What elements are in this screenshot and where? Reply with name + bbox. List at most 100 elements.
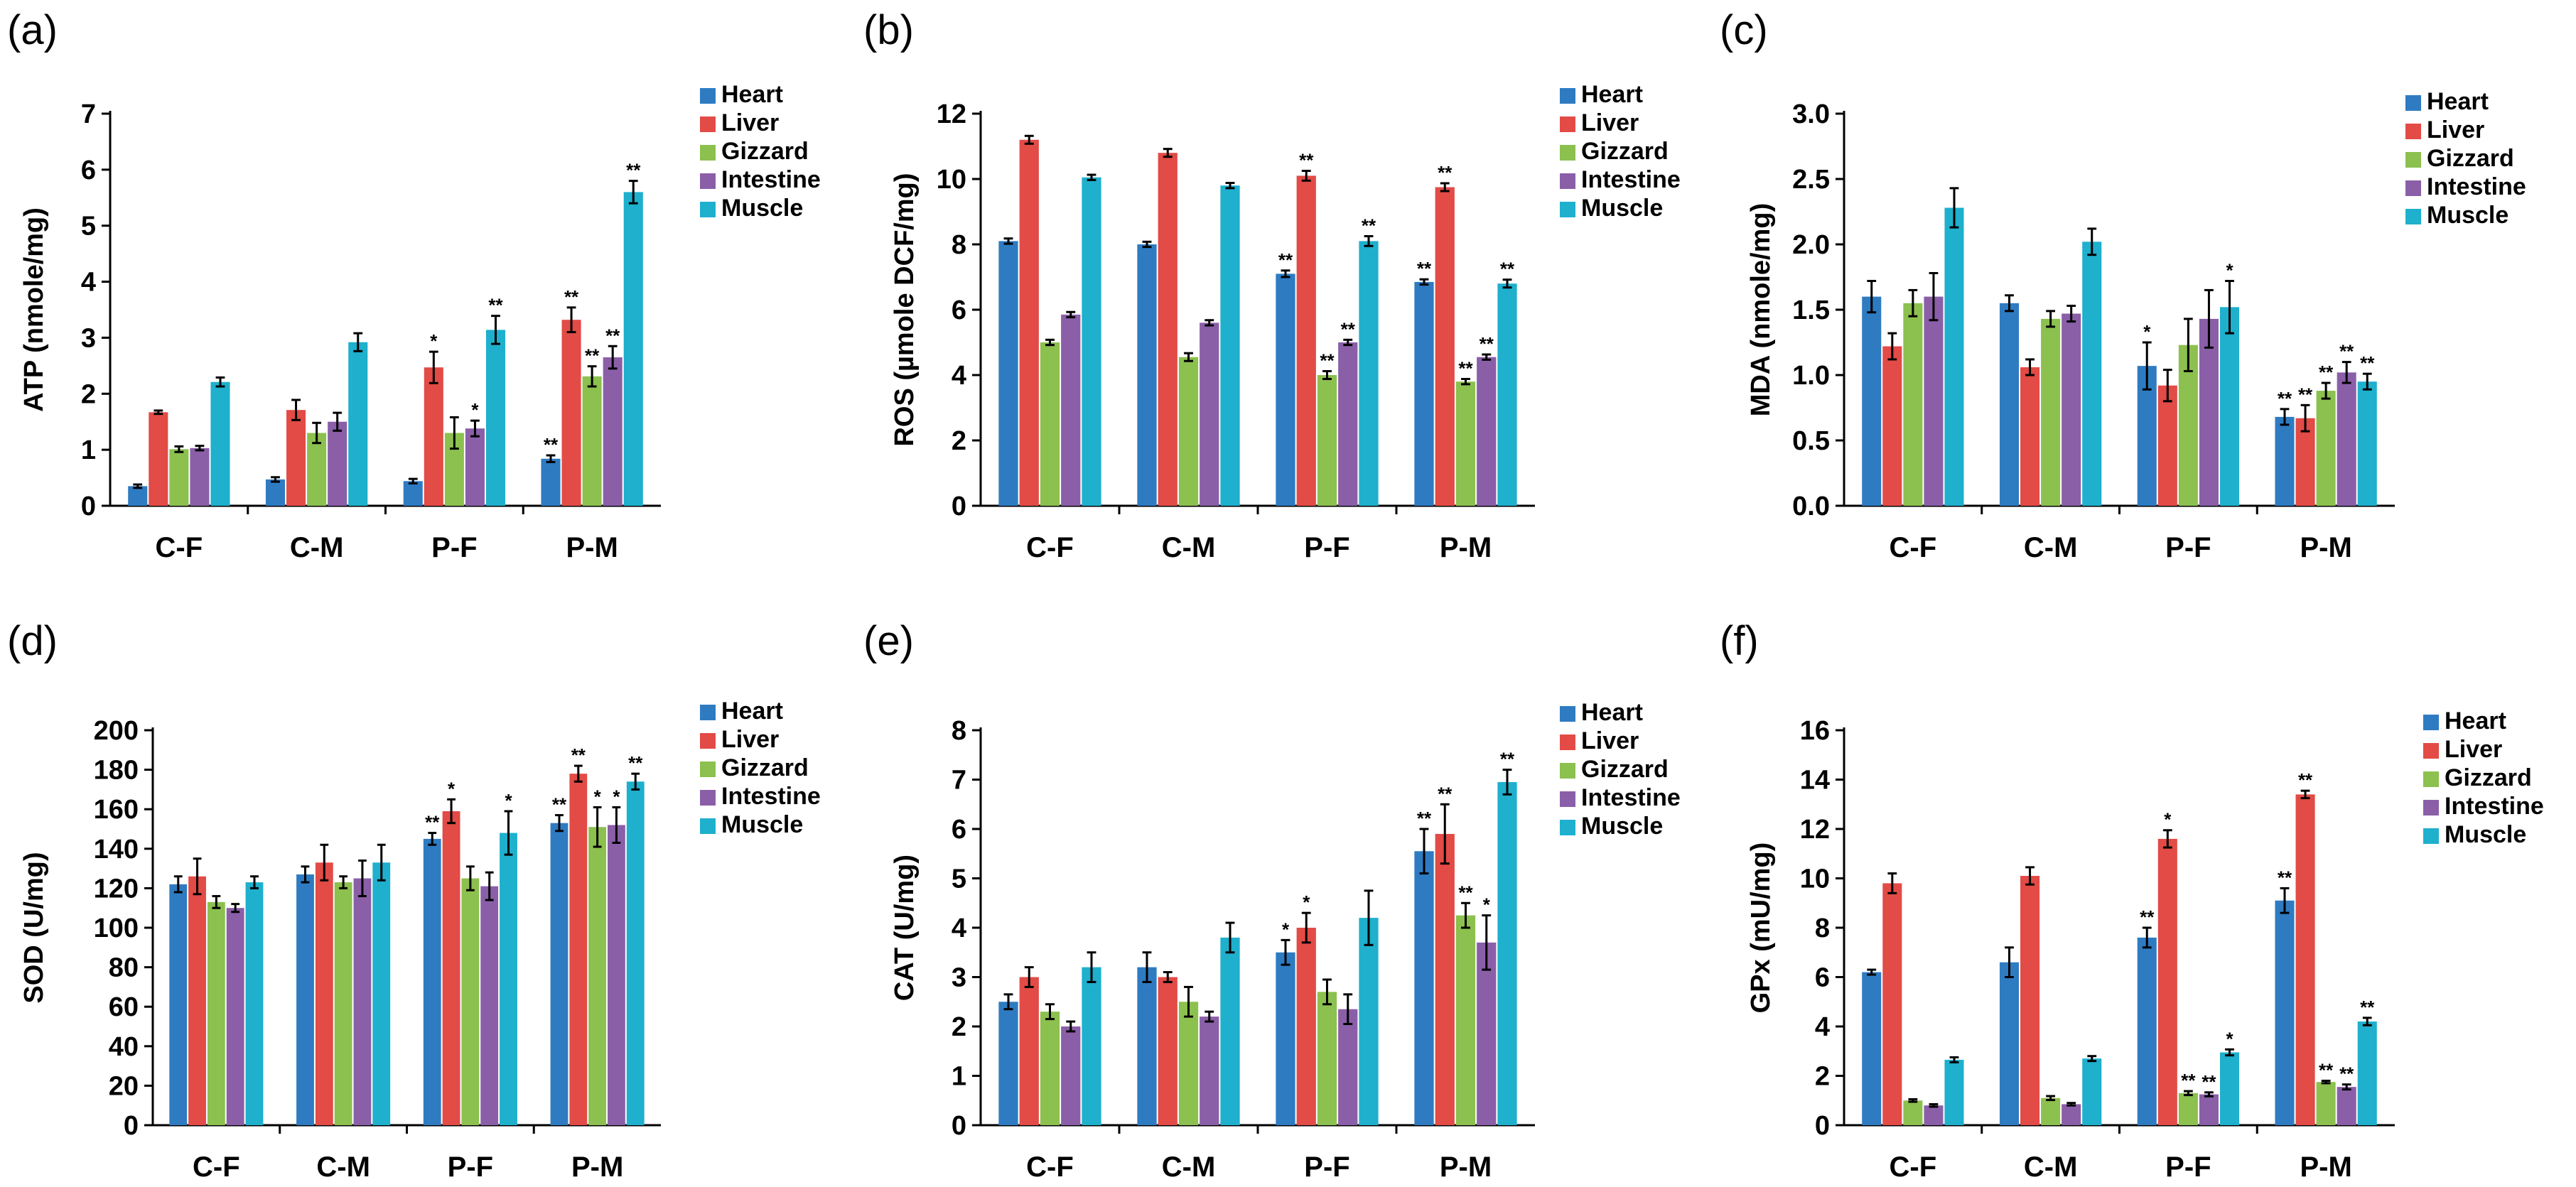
bar-heart bbox=[1414, 281, 1434, 506]
legend-swatch bbox=[2405, 209, 2421, 224]
y-tick-label: 16 bbox=[1800, 716, 1830, 746]
bar-gizzard bbox=[588, 827, 607, 1125]
bar-muscle bbox=[2082, 242, 2102, 506]
bar-intestine bbox=[1200, 1017, 1219, 1125]
y-tick-label: 6 bbox=[952, 296, 966, 325]
significance-label: ** bbox=[1417, 808, 1432, 829]
bar-liver bbox=[1019, 139, 1039, 506]
x-category-label: C-F bbox=[193, 1151, 240, 1183]
significance-label: ** bbox=[488, 295, 503, 316]
bar-liver bbox=[1296, 175, 1316, 506]
legend-swatch bbox=[700, 705, 716, 720]
y-tick-label: 1.0 bbox=[1792, 361, 1830, 391]
bar-intestine bbox=[353, 878, 372, 1125]
significance-label: ** bbox=[1341, 318, 1356, 340]
bar-heart bbox=[2275, 900, 2295, 1125]
x-category-label: P-M bbox=[571, 1151, 623, 1183]
y-tick-label: 40 bbox=[109, 1032, 139, 1062]
significance-label: ** bbox=[1458, 882, 1473, 903]
y-tick-label: 4 bbox=[1815, 1012, 1830, 1042]
bar-heart bbox=[1862, 972, 1882, 1125]
legend-swatch bbox=[700, 173, 716, 189]
legend-label: Muscle bbox=[2445, 821, 2526, 848]
x-category-label: P-F bbox=[2165, 1151, 2211, 1183]
legend-label: Heart bbox=[2427, 88, 2489, 115]
significance-label: ** bbox=[1458, 358, 1473, 379]
bar-intestine bbox=[1924, 1105, 1944, 1125]
legend-label: Heart bbox=[1581, 699, 1643, 726]
significance-label: ** bbox=[2298, 769, 2313, 791]
bar-intestine bbox=[608, 825, 625, 1125]
y-tick-label: 8 bbox=[952, 230, 966, 260]
legend-swatch bbox=[1560, 735, 1575, 750]
bar-heart bbox=[1862, 296, 1882, 506]
bar-gizzard bbox=[334, 882, 352, 1125]
significance-label: * bbox=[1303, 891, 1310, 913]
legend-swatch bbox=[1560, 116, 1575, 132]
legend-swatch bbox=[2423, 743, 2439, 759]
y-axis-label: MDA (nmole/mg) bbox=[1746, 203, 1776, 416]
y-tick-label: 60 bbox=[109, 992, 139, 1022]
x-category-label: P-F bbox=[448, 1151, 493, 1183]
legend-label: Muscle bbox=[1581, 195, 1663, 222]
bar-liver bbox=[442, 811, 460, 1125]
y-tick-label: 3 bbox=[81, 323, 96, 353]
y-tick-label: 1 bbox=[81, 435, 96, 465]
y-tick-label: 0.0 bbox=[1792, 492, 1830, 521]
y-tick-label: 7 bbox=[952, 766, 966, 796]
y-tick-label: 2.5 bbox=[1792, 165, 1830, 195]
bar-muscle bbox=[245, 882, 264, 1125]
y-tick-label: 5 bbox=[952, 864, 966, 894]
bar-intestine bbox=[1200, 323, 1219, 506]
bar-intestine bbox=[1061, 1026, 1081, 1125]
y-tick-label: 14 bbox=[1800, 766, 1830, 796]
x-category-label: C-F bbox=[1026, 532, 1074, 563]
x-category-label: C-F bbox=[1026, 1151, 1074, 1183]
y-axis-label: GPx (mU/mg) bbox=[1746, 842, 1776, 1014]
bar-heart bbox=[1999, 303, 2020, 506]
bar-intestine bbox=[2199, 318, 2219, 506]
bar-heart bbox=[998, 1002, 1018, 1125]
y-tick-label: 8 bbox=[952, 716, 966, 746]
bar-intestine bbox=[480, 886, 499, 1125]
y-tick-label: 2.0 bbox=[1792, 230, 1830, 260]
significance-label: * bbox=[2226, 1028, 2233, 1049]
y-tick-label: 200 bbox=[94, 716, 139, 746]
legend-swatch bbox=[2405, 95, 2421, 111]
legend-label: Muscle bbox=[1581, 813, 1663, 840]
bar-heart bbox=[1414, 851, 1434, 1125]
bar-liver bbox=[2295, 794, 2315, 1125]
x-category-label: P-M bbox=[2300, 532, 2351, 563]
legend-swatch bbox=[2423, 715, 2439, 730]
legend-label: Gizzard bbox=[721, 754, 809, 781]
significance-label: * bbox=[2143, 321, 2151, 342]
significance-label: ** bbox=[1438, 162, 1453, 183]
bar-heart bbox=[169, 884, 188, 1125]
legend-label: Gizzard bbox=[721, 138, 809, 165]
bar-intestine bbox=[465, 428, 485, 506]
bar-liver bbox=[1435, 187, 1455, 506]
legend-label: Heart bbox=[2445, 708, 2506, 735]
panel-label: (c) bbox=[1720, 7, 1768, 53]
y-axis-label: ROS (µmole DCF/mg) bbox=[890, 173, 920, 446]
legend-label: Intestine bbox=[1581, 166, 1681, 193]
bar-gizzard bbox=[207, 901, 225, 1125]
significance-label: * bbox=[448, 778, 456, 799]
legend-label: Intestine bbox=[721, 783, 821, 810]
bar-muscle bbox=[1497, 781, 1517, 1125]
bar-gizzard bbox=[2178, 1093, 2198, 1125]
x-category-label: C-M bbox=[2024, 1151, 2078, 1183]
significance-label: ** bbox=[425, 812, 440, 833]
y-tick-label: 0 bbox=[952, 1111, 966, 1141]
y-tick-label: 2 bbox=[952, 426, 966, 456]
bar-gizzard bbox=[1903, 303, 1923, 506]
significance-label: ** bbox=[1480, 333, 1494, 354]
legend-label: Gizzard bbox=[2445, 764, 2532, 791]
bar-liver bbox=[1882, 883, 1902, 1125]
bar-heart bbox=[541, 458, 561, 506]
chart-panel-3: (c) MDA (nmole/mg) 0.0 0.5 1.0 1.5 2.0 2.5 3.0 C-… bbox=[1720, 7, 2526, 563]
bar-intestine bbox=[1477, 942, 1497, 1125]
significance-label: ** bbox=[626, 160, 641, 181]
legend-label: Intestine bbox=[721, 166, 821, 193]
